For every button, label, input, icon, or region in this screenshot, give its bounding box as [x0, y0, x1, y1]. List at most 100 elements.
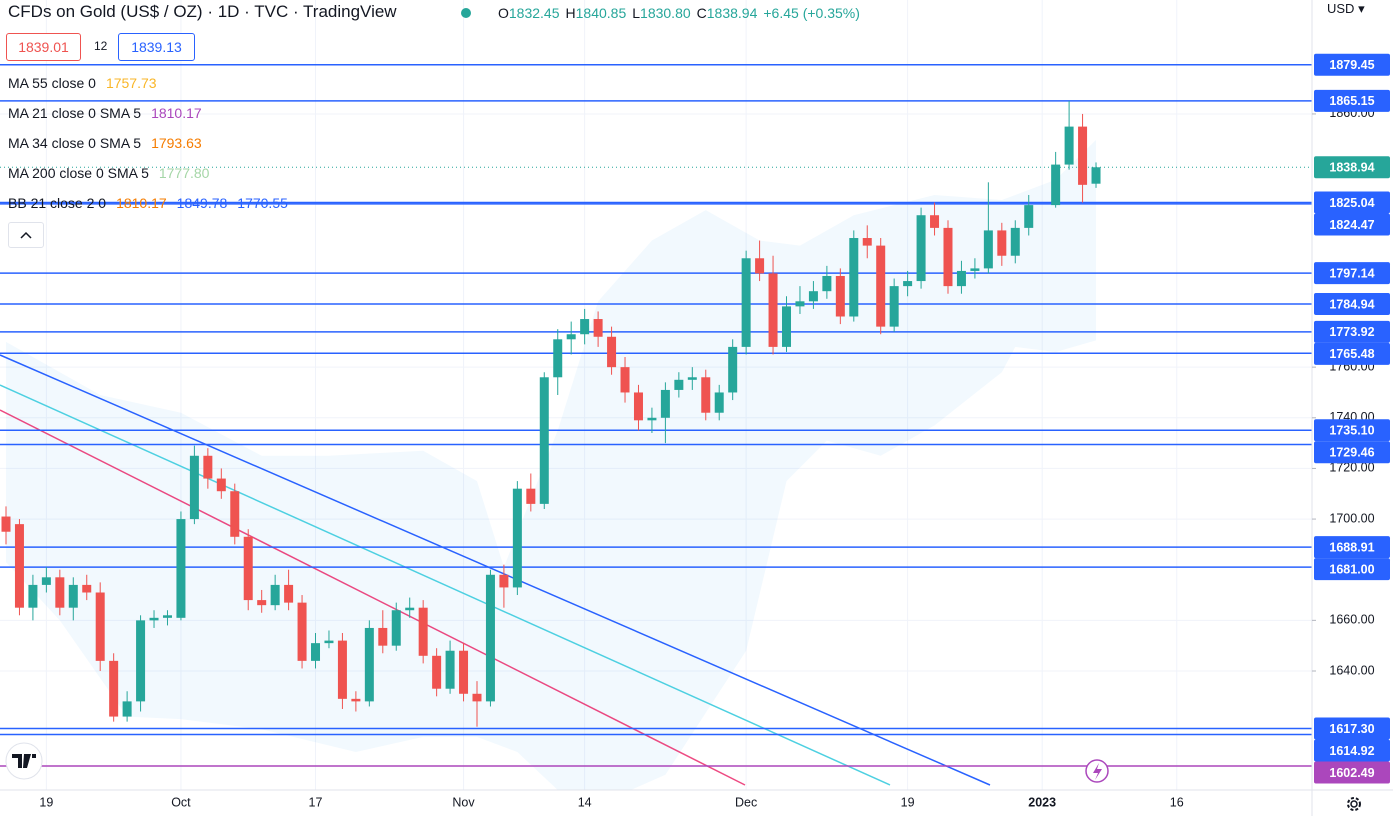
sell-button[interactable]: 1839.01 [6, 33, 81, 61]
buy-button[interactable]: 1839.13 [118, 33, 195, 61]
level-label-bg [1314, 213, 1390, 236]
level-label-bg [1314, 292, 1390, 315]
spread: 12 [94, 39, 108, 53]
legend-name: MA 21 close 0 SMA 5 [8, 105, 142, 121]
ohlc-value: 1830.80 [640, 5, 691, 21]
candle-body [95, 592, 105, 661]
candle-body [136, 620, 146, 702]
currency-menu[interactable]: USD ▾ [1327, 1, 1365, 16]
bollinger-bands [6, 139, 1097, 790]
legend-value: 1777.80 [158, 165, 210, 181]
ohlc-label: O [498, 5, 509, 21]
candle-body [620, 367, 630, 393]
candle-body [943, 227, 953, 287]
candle-body [660, 389, 670, 418]
y-tick-label: 1720.00 [1329, 461, 1374, 475]
candle-body [714, 392, 724, 413]
candle-body [432, 655, 442, 689]
level-label-bg [1314, 262, 1390, 285]
ohlc-value: 1832.45 [508, 5, 560, 21]
trend-line [0, 384, 891, 786]
candle-body [459, 650, 469, 694]
candle-body [728, 346, 738, 393]
candle-body [956, 270, 966, 287]
candle-body [485, 574, 495, 702]
x-tick-label: Dec [735, 795, 757, 809]
legend-row: MA 55 close 0 1757.73 [8, 73, 167, 93]
candle-body [109, 660, 119, 717]
y-tick-label: 1700.00 [1329, 511, 1374, 525]
candle-body [203, 455, 213, 479]
grid [0, 0, 1312, 790]
candle-body [176, 519, 186, 618]
ohlc-value: 1838.94 [706, 5, 758, 21]
candle-body [216, 478, 226, 492]
candles [1, 100, 1101, 727]
legend-row: BB 21 close 2 0 1810.17 1849.78 1770.55 [8, 193, 298, 213]
candle-body [1010, 227, 1020, 256]
y-tick-label: 1640.00 [1329, 663, 1374, 677]
candle-body [526, 488, 536, 504]
legend-name: MA 34 close 0 SMA 5 [8, 135, 142, 151]
legend-row: MA 34 close 0 SMA 5 1793.63 [8, 133, 212, 153]
level-label: 1879.45 [1329, 58, 1374, 72]
market-status [461, 8, 471, 18]
candle-body [930, 215, 940, 228]
level-label: 1797.14 [1329, 266, 1374, 280]
level-label-bg [1314, 536, 1390, 559]
level-label: 1865.15 [1329, 94, 1374, 108]
candle-body [149, 617, 159, 621]
level-label: 1765.48 [1329, 347, 1374, 361]
candle-body [782, 306, 792, 347]
candle-body [687, 377, 697, 380]
tradingview-logo[interactable] [5, 742, 43, 780]
settings-icon[interactable] [1347, 797, 1361, 811]
candle-body [701, 377, 711, 413]
candle-body [257, 600, 267, 606]
candle-body [68, 584, 78, 608]
legend-name: BB 21 close 2 0 [8, 195, 107, 211]
y-tick-label: 1660.00 [1329, 613, 1374, 627]
candle-body [1091, 167, 1101, 184]
candle-body [580, 319, 590, 335]
legend-row: MA 200 close 0 SMA 5 1777.80 [8, 163, 219, 183]
candle-body [284, 584, 294, 603]
candle-body [633, 392, 643, 421]
level-label: 1681.00 [1329, 562, 1374, 576]
collapse-legend-button[interactable] [8, 222, 44, 248]
chevron-icon [20, 231, 32, 239]
candle-body [189, 455, 199, 520]
candle-body [445, 650, 455, 689]
level-label: 1614.92 [1329, 744, 1374, 758]
candle-body [1078, 126, 1088, 185]
candle-body [1, 516, 11, 532]
level-label-bg [1314, 320, 1390, 343]
ohlc-label: H [565, 5, 576, 21]
x-tick-label: 17 [309, 795, 323, 809]
x-tick-label: 19 [39, 795, 53, 809]
x-tick-label: 16 [1170, 795, 1184, 809]
candle-body [311, 643, 321, 661]
levels [0, 63, 1312, 767]
level-label-bg [1314, 717, 1390, 740]
candle-body [593, 319, 603, 337]
x-tick-label: 14 [578, 795, 592, 809]
candle-body [351, 698, 361, 702]
candle-body [14, 524, 24, 608]
ohlc-value: 1840.85 [575, 5, 627, 21]
candle-body [230, 491, 240, 537]
level-label: 1617.30 [1329, 722, 1374, 736]
candle-body [337, 640, 347, 699]
level-label: 1825.04 [1329, 196, 1374, 210]
candle-body [1024, 205, 1034, 228]
x-tick-label: Oct [171, 795, 191, 809]
candle-body [270, 584, 280, 606]
candle-body [849, 238, 859, 317]
plot-area [0, 0, 1312, 790]
level-label-bg [1314, 191, 1390, 214]
candle-body [553, 339, 563, 378]
level-label: 1838.94 [1329, 161, 1374, 175]
level-label-bg [1314, 53, 1390, 76]
candle-body [405, 607, 415, 611]
alert-icon[interactable] [1085, 759, 1109, 783]
